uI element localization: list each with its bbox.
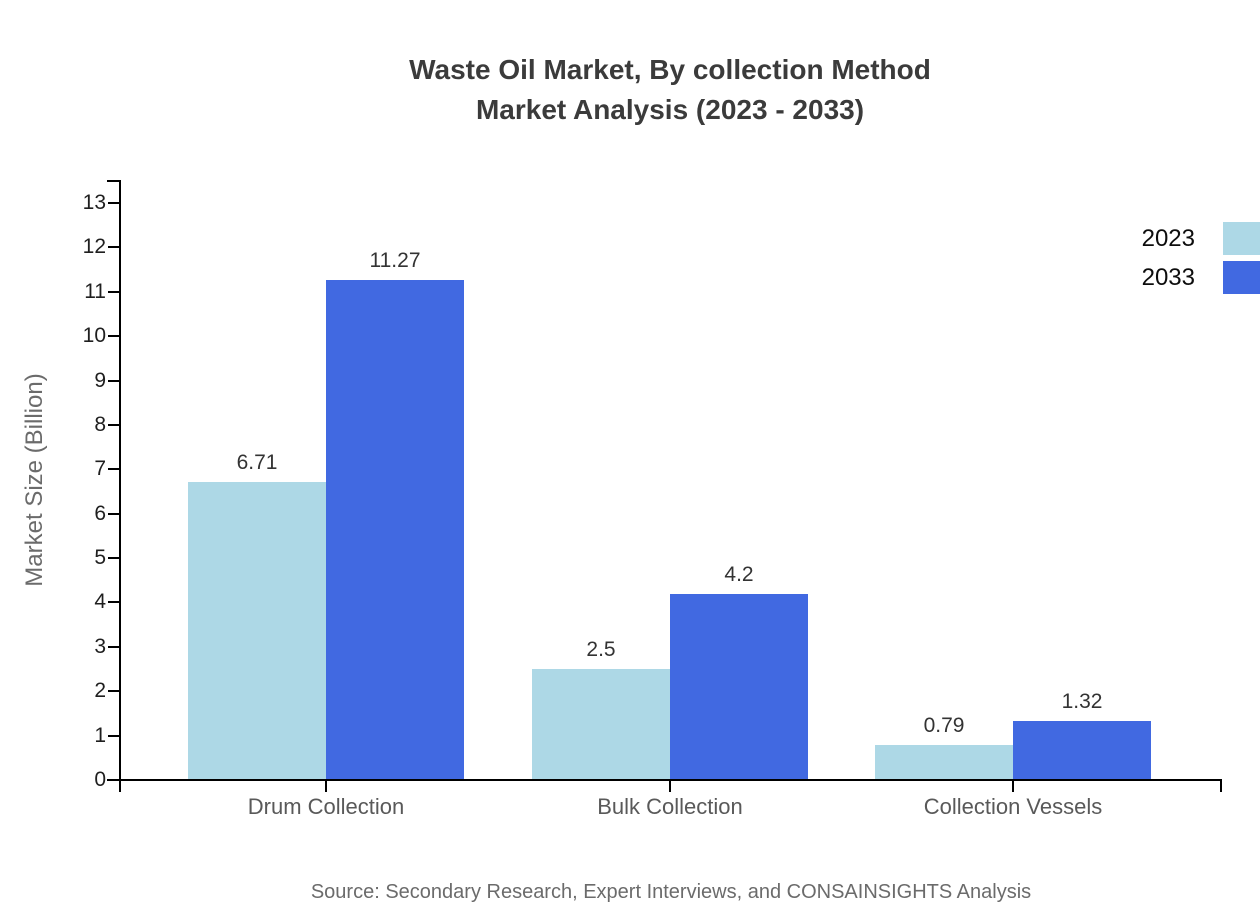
y-tick bbox=[108, 424, 120, 426]
y-tick bbox=[108, 557, 120, 559]
y-tick-label: 2 bbox=[94, 679, 106, 702]
bar-2023-collection-vessels bbox=[875, 745, 1013, 779]
y-tick-label: 12 bbox=[82, 235, 106, 258]
y-tick-label: 0 bbox=[94, 768, 106, 791]
y-tick-label: 5 bbox=[94, 546, 106, 569]
y-tick bbox=[108, 202, 120, 204]
x-axis-end-tick bbox=[1220, 779, 1222, 792]
y-axis-spine bbox=[119, 180, 121, 792]
y-tick bbox=[108, 601, 120, 603]
y-tick bbox=[108, 335, 120, 337]
x-category-label: Bulk Collection bbox=[597, 794, 743, 819]
y-tick-label: 10 bbox=[82, 324, 106, 347]
legend-label-2023: 2023 bbox=[1141, 225, 1195, 252]
chart-title: Waste Oil Market, By collection Method M… bbox=[80, 50, 1260, 130]
chart-title-line1: Waste Oil Market, By collection Method bbox=[409, 54, 931, 85]
y-tick bbox=[108, 380, 120, 382]
source-note: Source: Secondary Research, Expert Inter… bbox=[310, 881, 1032, 903]
value-label-2023-bulk-collection: 2.5 bbox=[586, 638, 616, 661]
legend-swatch-2023 bbox=[1223, 222, 1260, 255]
bar-2033-drum-collection bbox=[326, 280, 464, 779]
legend-swatch-2033 bbox=[1223, 261, 1260, 294]
y-tick bbox=[108, 468, 120, 470]
y-tick bbox=[108, 291, 120, 293]
y-tick bbox=[108, 735, 120, 737]
x-tick bbox=[1012, 779, 1014, 792]
y-tick-label: 1 bbox=[94, 724, 106, 747]
y-tick-label: 13 bbox=[82, 191, 106, 214]
value-label-2033-bulk-collection: 4.2 bbox=[724, 563, 754, 586]
y-tick-label: 4 bbox=[94, 590, 106, 613]
y-tick-label: 9 bbox=[94, 369, 106, 392]
y-tick bbox=[108, 246, 120, 248]
x-category-label: Collection Vessels bbox=[923, 794, 1103, 819]
y-tick bbox=[108, 646, 120, 648]
y-tick-label: 3 bbox=[94, 635, 106, 658]
value-label-2033-drum-collection: 11.27 bbox=[369, 249, 421, 272]
x-tick bbox=[669, 779, 671, 792]
x-axis-spine bbox=[107, 779, 1222, 781]
y-tick-label: 11 bbox=[84, 280, 106, 303]
y-tick bbox=[108, 513, 120, 515]
bar-2023-drum-collection bbox=[188, 482, 326, 779]
y-tick bbox=[108, 779, 120, 781]
y-tick-label: 6 bbox=[94, 502, 106, 525]
chart-title-line2: Market Analysis (2023 - 2033) bbox=[475, 94, 865, 125]
x-tick bbox=[325, 779, 327, 792]
value-label-2033-collection-vessels: 1.32 bbox=[1061, 690, 1103, 713]
bar-2023-bulk-collection bbox=[532, 669, 670, 779]
value-label-2023-drum-collection: 6.71 bbox=[236, 451, 278, 474]
legend-label-2033: 2033 bbox=[1141, 264, 1195, 291]
y-tick bbox=[108, 690, 120, 692]
y-axis-end-tick bbox=[107, 180, 120, 182]
bar-2033-collection-vessels bbox=[1013, 721, 1151, 779]
y-tick-label: 8 bbox=[94, 413, 106, 436]
y-tick-label: 7 bbox=[94, 457, 106, 480]
bar-2033-bulk-collection bbox=[670, 594, 808, 779]
x-category-label: Drum Collection bbox=[247, 794, 405, 819]
value-label-2023-collection-vessels: 0.79 bbox=[923, 714, 965, 737]
